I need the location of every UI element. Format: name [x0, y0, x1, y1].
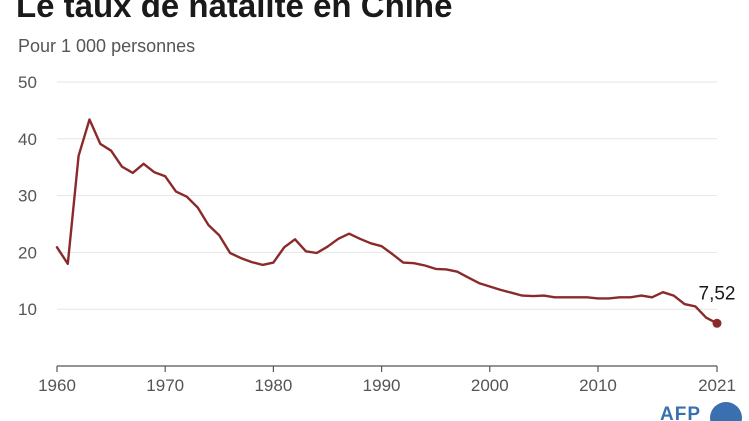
x-tick-label-1960: 1960: [38, 376, 76, 395]
y-tick-label-10: 10: [18, 300, 37, 319]
x-tick-label-2010: 2010: [579, 376, 617, 395]
series-line-0: [55, 118, 719, 325]
chart-subtitle: Pour 1 000 personnes: [18, 36, 196, 56]
x-tick-label-2000: 2000: [471, 376, 509, 395]
x-tick-label-1980: 1980: [254, 376, 292, 395]
y-tick-label-20: 20: [18, 243, 37, 262]
x-tick-label-2021: 2021: [698, 376, 736, 395]
end-point: [712, 318, 722, 328]
afp-logo-disc: [710, 402, 742, 421]
x-tick-label-1970: 1970: [146, 376, 184, 395]
afp-logo: AFP: [660, 404, 701, 421]
x-tick-label-1990: 1990: [363, 376, 401, 395]
y-tick-label-40: 40: [18, 130, 37, 149]
gridlines: [57, 81, 717, 310]
end-value-label: 7,52: [699, 283, 736, 304]
labels: 10 20 30 40 50 1960 1970 1980 1990 2000 2010 2021 7,…: [18, 73, 736, 395]
y-tick-label-30: 30: [18, 187, 37, 206]
series: [55, 118, 722, 328]
chart-title: Le taux de natalité en Chine: [16, 0, 453, 24]
y-tick-label-50: 50: [18, 73, 37, 92]
axes: [56, 365, 718, 372]
